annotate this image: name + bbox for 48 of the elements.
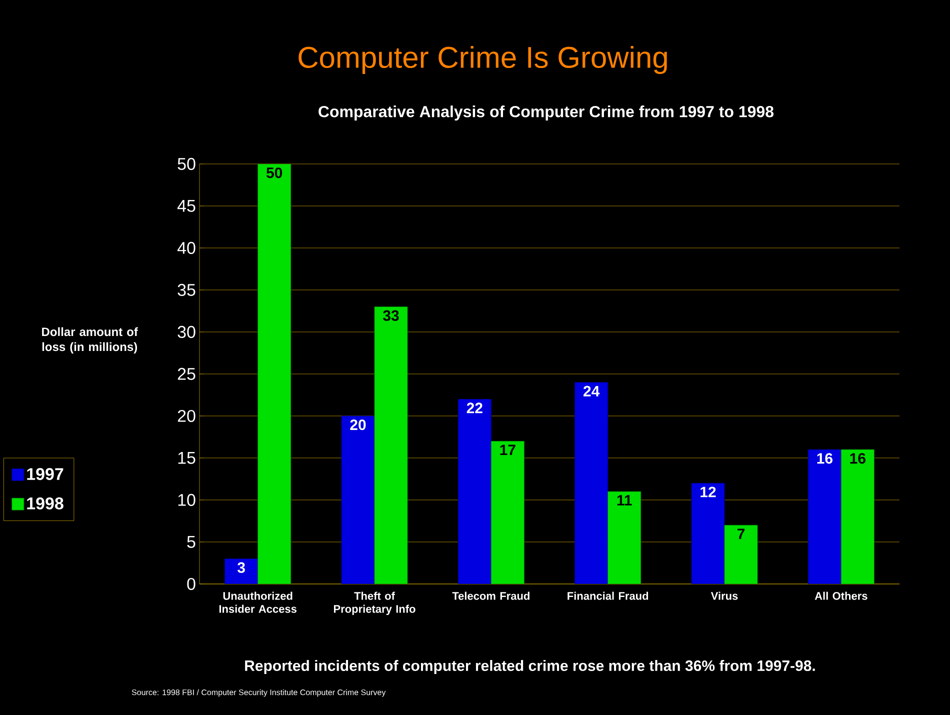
x-tick-label: All Others — [814, 592, 868, 600]
data-label: 22 — [466, 402, 482, 414]
data-label: 17 — [500, 444, 516, 456]
data-label: 50 — [266, 167, 282, 178]
y-tick-label: 5 — [187, 536, 196, 548]
chart-title: Computer Crime Is Growing — [298, 46, 667, 74]
data-label: 11 — [617, 495, 632, 506]
data-label: 16 — [817, 453, 832, 464]
text: Reported incidents of computer related crime rose more than 36% from 1997-98. — [245, 660, 815, 674]
x-tick-label: Financial Fraud — [568, 592, 648, 600]
bar — [341, 416, 375, 584]
data-label: 16 — [850, 453, 866, 464]
y-tick-label: 35 — [178, 284, 196, 296]
y-tick-label: 45 — [177, 200, 196, 212]
x-tick-label: Unauthorized Insider Access — [219, 592, 296, 613]
y-tick-label: 25 — [178, 368, 196, 380]
y-tick-label: 10 — [178, 494, 196, 506]
bar — [574, 382, 608, 584]
data-label: 7 — [737, 528, 745, 540]
y-tick-label: 0 — [187, 578, 196, 590]
bar — [490, 440, 524, 584]
chart-subtitle: Comparative Analysis of Computer Crime from 1997 to 1998 — [318, 106, 774, 120]
data-label: 24 — [584, 386, 600, 396]
data-label: 20 — [350, 419, 366, 430]
y-tick-label: 15 — [178, 452, 196, 464]
bar — [374, 306, 408, 584]
y-axis-title: Dollar amount of loss (in millions) — [42, 327, 138, 354]
x-tick-label: Virus — [710, 592, 738, 600]
x-tick-label: Theft of Proprietary Info — [334, 592, 416, 616]
y-tick-label: 50 — [178, 158, 196, 170]
bar — [840, 449, 874, 584]
bar — [724, 524, 758, 584]
y-tick-label: 20 — [178, 410, 196, 422]
bar — [258, 164, 292, 584]
data-label: 33 — [383, 310, 399, 321]
legend-label: 1997 — [27, 468, 64, 480]
x-tick-label: Telecom Fraud — [452, 592, 530, 600]
legend-label: 1998 — [27, 497, 64, 510]
data-label: 12 — [700, 486, 716, 498]
data-label: 3 — [238, 562, 245, 573]
bar — [224, 558, 258, 584]
bar — [691, 482, 725, 584]
bar — [458, 398, 492, 584]
source-note: Source: 1998 FBI / Computer Security Institute Computer Crime Survey — [132, 689, 386, 697]
y-tick-label: 40 — [177, 242, 196, 254]
y-tick-label: 30 — [178, 326, 196, 338]
bar — [608, 491, 642, 584]
bar — [808, 449, 842, 584]
